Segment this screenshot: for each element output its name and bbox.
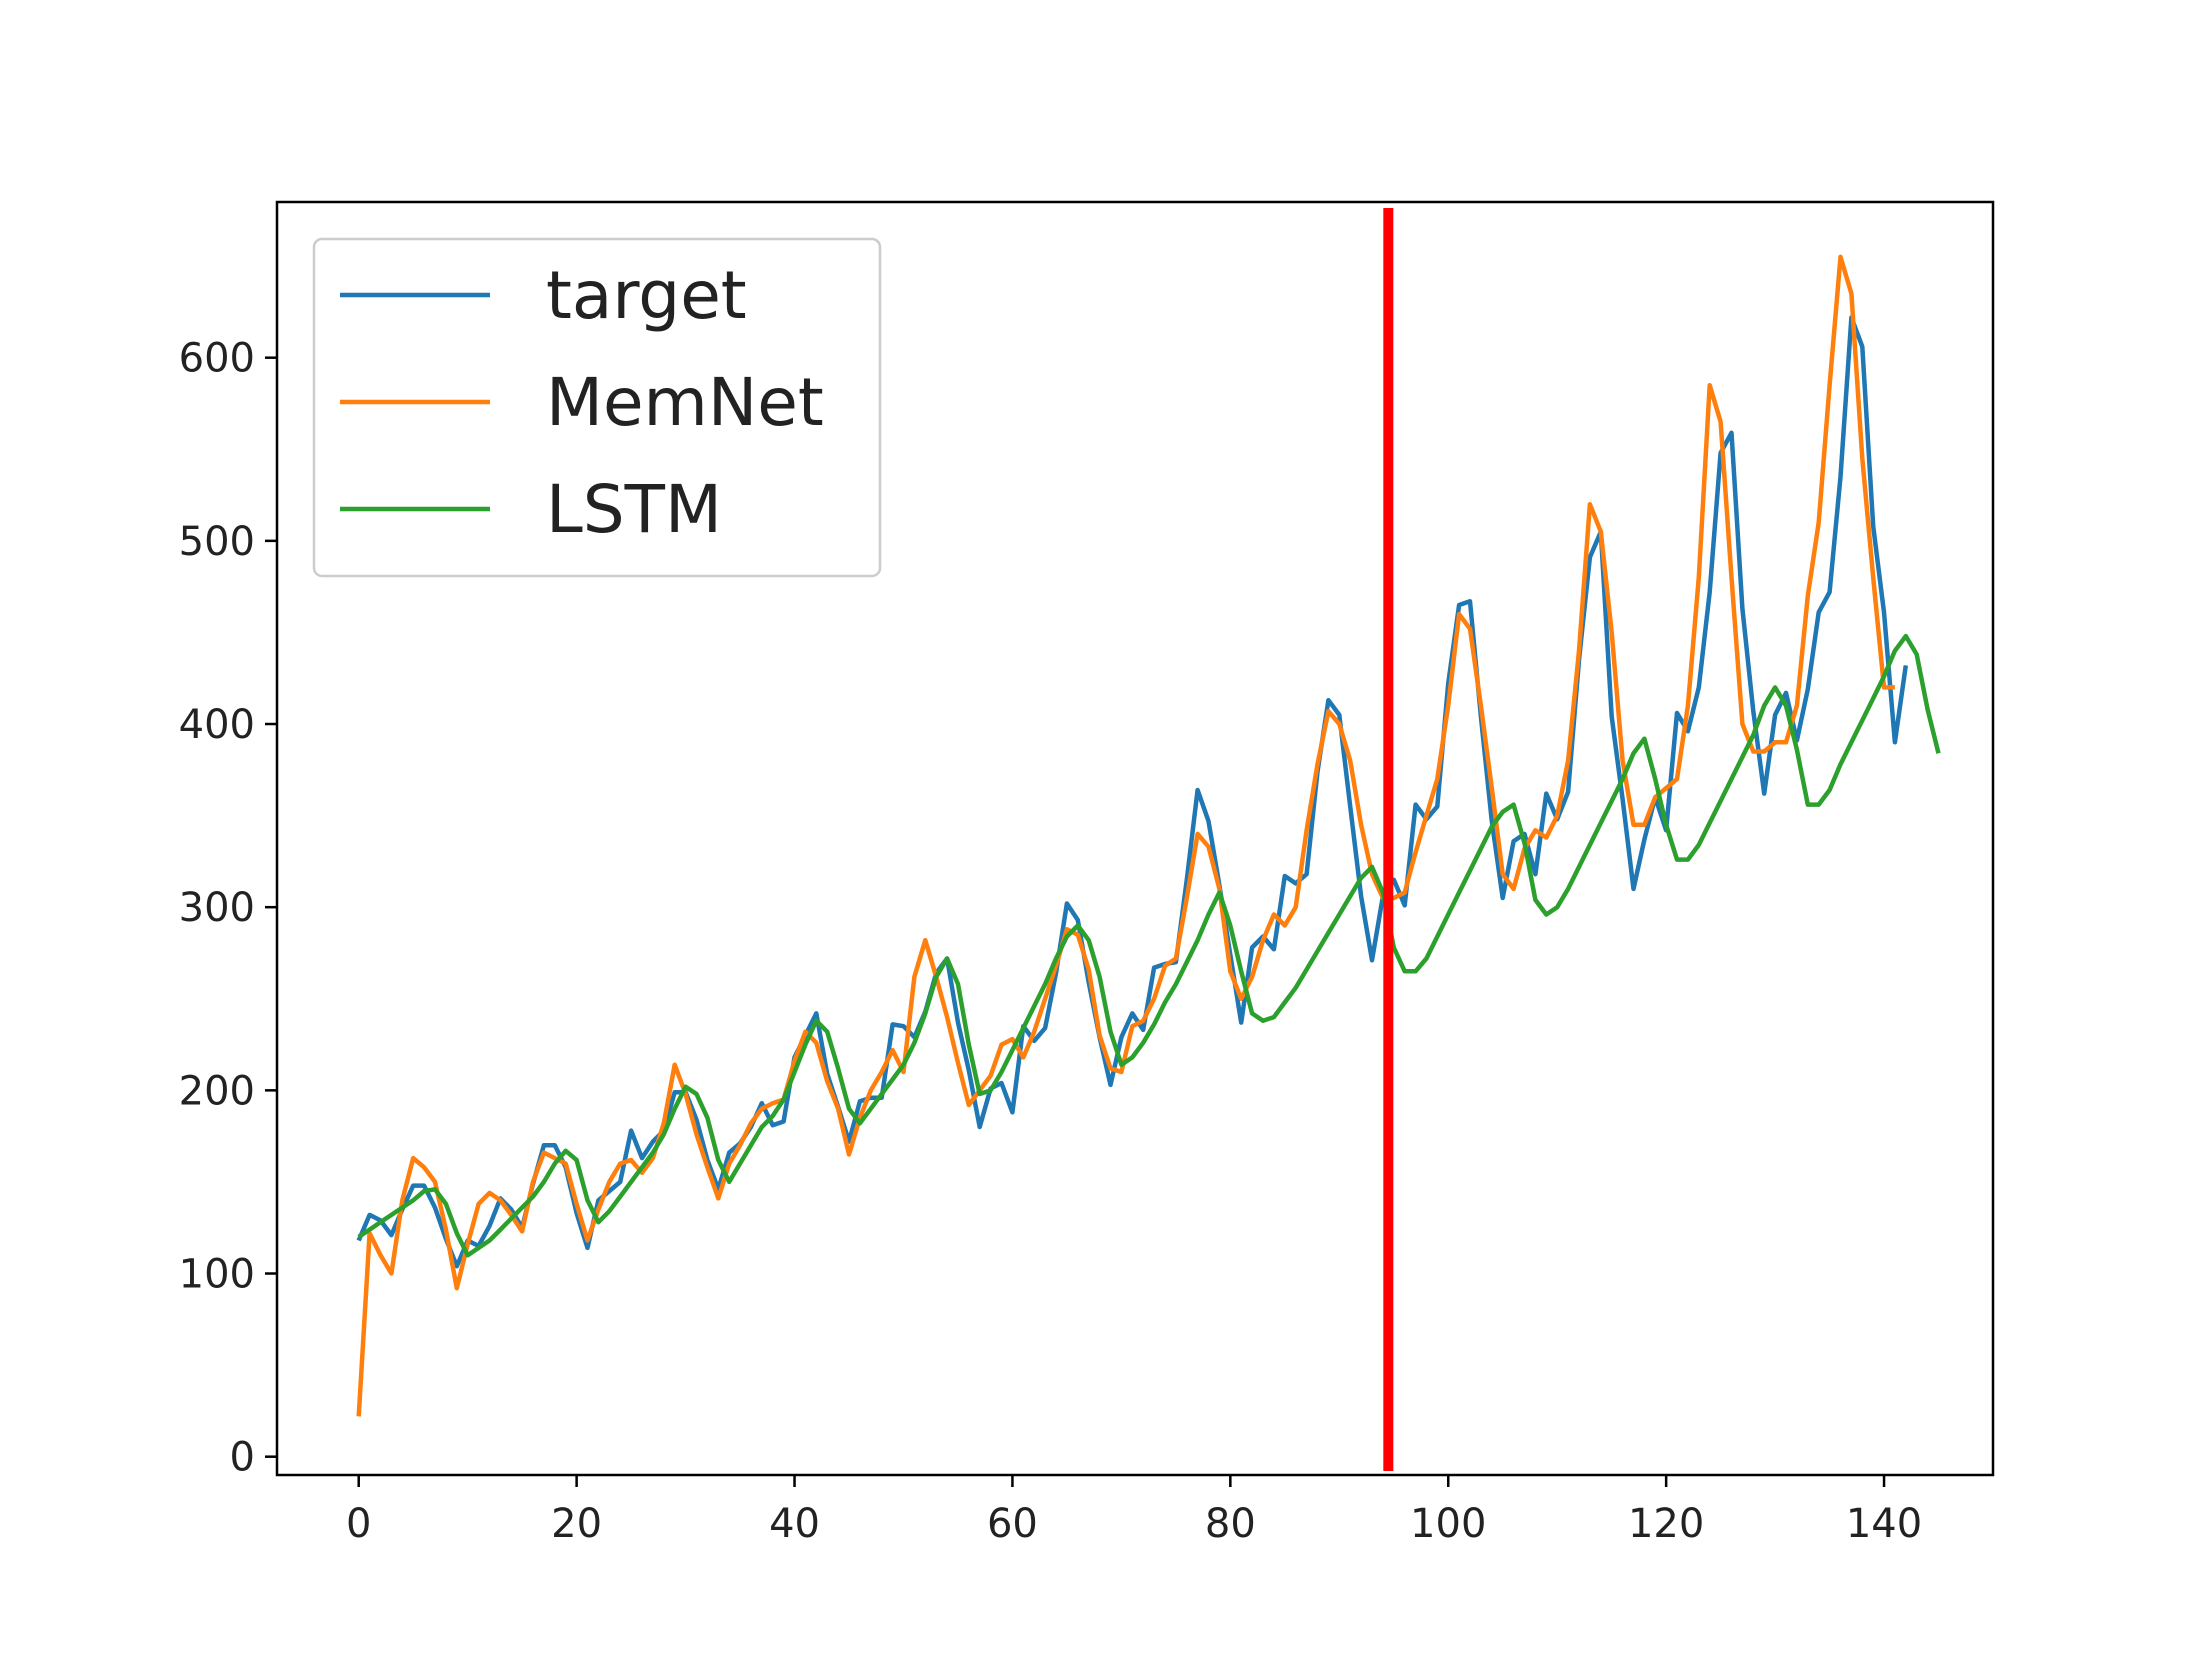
x-tick-label: 60 [987,1501,1038,1547]
x-tick-label: 20 [551,1501,602,1547]
y-tick-label: 200 [179,1068,255,1114]
series-line-lstm [357,633,1941,1258]
y-tick-label: 600 [179,336,255,382]
y-tick-label: 300 [179,885,255,931]
x-tick-label: 0 [346,1501,371,1547]
y-tick-label: 0 [230,1435,255,1481]
y-tick-label: 500 [179,519,255,565]
x-tick-label: 140 [1846,1501,1922,1547]
y-tick-label: 400 [179,702,255,748]
legend-box [312,237,882,578]
plot-area-frame [275,200,1995,1477]
x-tick-label: 100 [1410,1501,1486,1547]
series-line-target [356,315,1909,1269]
series-line-memnet [356,254,1895,1417]
x-tick-label: 80 [1205,1501,1256,1547]
legend-label-target: target [546,257,747,334]
legend-label-lstm: LSTM [546,471,722,548]
legend-label-memnet: MemNet [546,364,824,441]
x-tick-label: 120 [1628,1501,1704,1547]
x-tick-label: 40 [769,1501,820,1547]
y-tick-label: 100 [179,1252,255,1298]
